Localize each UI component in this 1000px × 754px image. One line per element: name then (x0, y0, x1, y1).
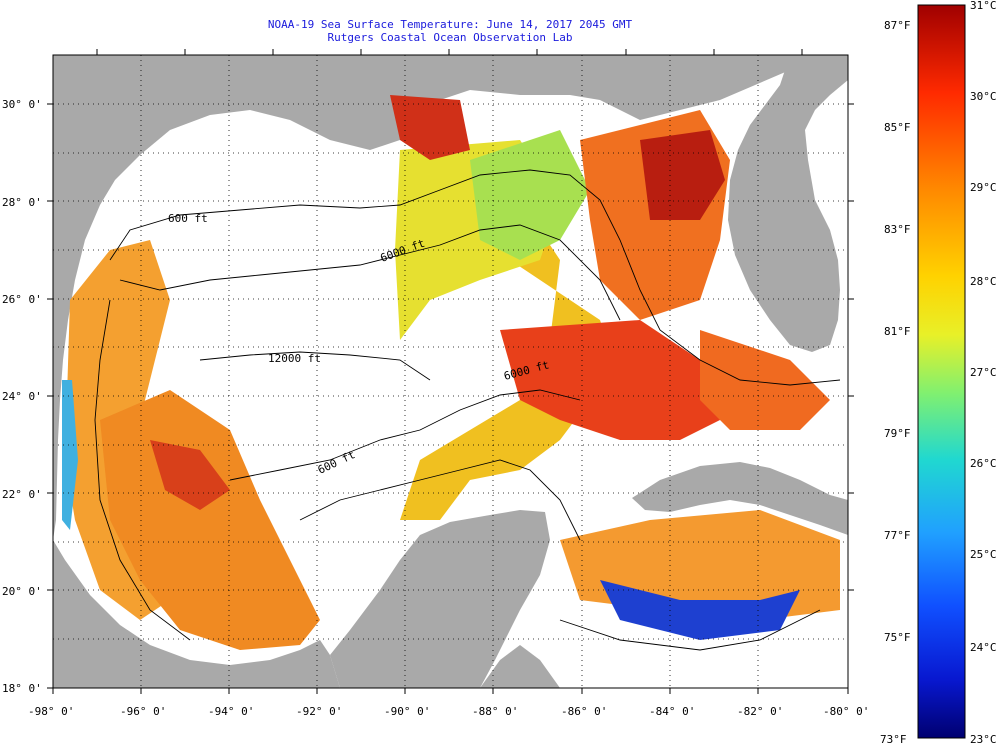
contour-label-12000ft: 12000 ft (268, 352, 321, 365)
sst-west-cool-edge (62, 380, 78, 530)
sst-caribbean-blue (600, 580, 800, 640)
sst-southwest-hot (150, 440, 230, 510)
sst-big-bend-hot (640, 130, 725, 220)
contour-600ft-north (109, 169, 841, 386)
isobath-contours (94, 169, 841, 651)
lon-label: -96° 0' (120, 705, 166, 718)
land-us-gulf-coast (53, 55, 790, 540)
lat-label: 18° 0' (2, 682, 42, 695)
lon-label: -98° 0' (28, 705, 74, 718)
lon-label: -92° 0' (296, 705, 342, 718)
lon-label: -80° 0' (823, 705, 869, 718)
land-central-america (480, 645, 560, 688)
lon-label: -88° 0' (472, 705, 518, 718)
sst-overlay (62, 95, 840, 650)
contour-6000ft (119, 224, 621, 321)
lon-label: -94° 0' (208, 705, 254, 718)
land-cuba (632, 462, 848, 535)
axis-ticks (47, 49, 854, 694)
lat-label: 28° 0' (2, 196, 42, 209)
sst-central (400, 200, 620, 520)
lon-label: -82° 0' (737, 705, 783, 718)
lat-label: 30° 0' (2, 98, 42, 111)
map-frame (52, 54, 849, 689)
longitude-labels: -98° 0' -96° 0' -94° 0' -92° 0' -90° 0' … (28, 705, 869, 718)
contour-12000ft (199, 351, 431, 381)
map-title: NOAA-19 Sea Surface Temperature: June 14… (267, 18, 633, 31)
latitude-labels: 18° 0' 20° 0' 22° 0' 24° 0' 26° 0' 28° 0… (2, 98, 42, 695)
sst-loop-current (500, 320, 720, 440)
sst-florida-shelf (700, 330, 830, 430)
contour-caribbean (559, 609, 821, 651)
contour-label-600ft-north: 600 ft (168, 212, 208, 225)
lat-label: 22° 0' (2, 488, 42, 501)
lat-label: 20° 0' (2, 585, 42, 598)
sst-delta-hot (390, 95, 470, 160)
contour-600ft-south (299, 459, 581, 541)
graticule (53, 55, 848, 688)
land-yucatan (330, 510, 550, 688)
land-florida (728, 55, 848, 352)
lon-label: -86° 0' (561, 705, 607, 718)
land-mexico (53, 540, 340, 688)
land-masses (53, 55, 848, 688)
lon-label: -84° 0' (649, 705, 695, 718)
lat-label: 26° 0' (2, 293, 42, 306)
contour-west (94, 299, 191, 641)
lon-label: -90° 0' (384, 705, 430, 718)
contour-6000ft-south (229, 389, 581, 481)
map-subtitle: Rutgers Coastal Ocean Observation Lab (327, 31, 573, 44)
lat-label: 24° 0' (2, 390, 42, 403)
